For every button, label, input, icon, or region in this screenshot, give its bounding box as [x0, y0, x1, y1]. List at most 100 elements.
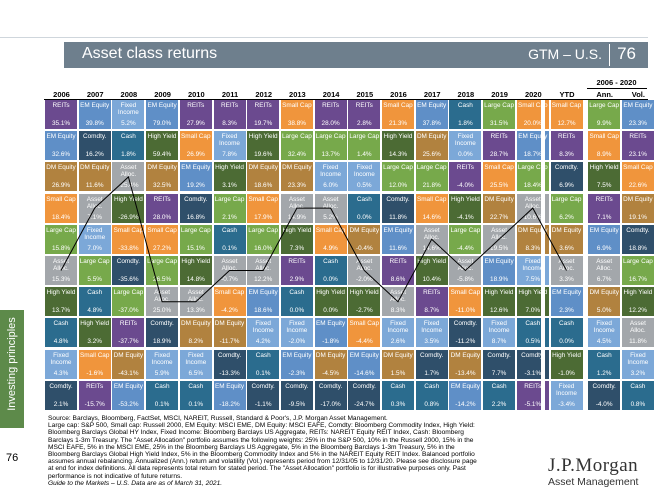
return-value: 7.1% [87, 213, 102, 221]
return-value: 8.6% [390, 276, 406, 283]
asset-class-label: High Yield [80, 320, 110, 328]
return-cell: DM Equity 5.0% [588, 287, 621, 317]
column-header: 2011 [221, 90, 239, 99]
asset-class-label: DM Equity [147, 164, 177, 172]
return-cell: EM Equity -2.3% [280, 349, 313, 379]
header-rule [44, 99, 648, 100]
return-cell: REITs -15.7% [78, 380, 111, 410]
return-value: 22.7% [490, 213, 509, 221]
return-value: 2.6% [390, 338, 406, 346]
return-cell: Fixed Income 0.0% [449, 131, 482, 161]
asset-class-label: Comdty. [150, 320, 174, 328]
asset-class-label: REITs [389, 258, 407, 265]
return-cell: Asset Alloc. 3.3% [550, 256, 583, 285]
asset-class-label: Fixed Income [320, 164, 342, 179]
asset-class-label: Small Cap [484, 164, 514, 172]
asset-class-label: Cash [424, 382, 440, 390]
return-cell: REITs 28.7% [483, 131, 516, 161]
return-cell: High Yield -2.7% [348, 287, 381, 317]
return-cell: DM Equity -0.4% [348, 224, 381, 254]
return-value: -4.4% [457, 244, 474, 252]
return-value: 14.9% [287, 213, 306, 221]
asset-class-label: Fixed Income [50, 351, 72, 366]
asset-class-label: Cash [323, 258, 339, 265]
return-value: 11.6% [85, 182, 104, 190]
return-value: -11.2% [455, 338, 476, 346]
column-header: 2019 [491, 90, 508, 99]
column-header: 2020 [524, 90, 542, 99]
return-cell: Asset Alloc. -25.4% [112, 162, 145, 192]
asset-class-label: High Yield [282, 226, 312, 234]
return-value: -14.2% [455, 400, 476, 408]
asset-class-label: DM Equity [484, 195, 514, 203]
return-value: 3.2% [630, 369, 646, 377]
return-value: 28.7% [490, 151, 509, 159]
asset-class-label: Small Cap [623, 164, 653, 172]
footnote-line: Bloomberg Barclays Global High Yield Ind… [48, 451, 475, 459]
asset-class-label: Fixed Income [593, 320, 615, 335]
asset-class-label: DM Equity [551, 226, 582, 234]
return-cell: Comdty. 2.1% [45, 380, 77, 410]
asset-class-label: Small Cap [46, 195, 76, 203]
asset-class-label: High Yield [46, 289, 76, 297]
return-cell: Asset Alloc. -2.0% [348, 256, 381, 285]
asset-class-label: Fixed Income [488, 320, 510, 335]
return-value: 0.1% [154, 400, 170, 408]
asset-class-label: REITs [86, 382, 104, 390]
return-value: 5.5% [87, 276, 102, 283]
asset-class-label: EM Equity [147, 102, 177, 109]
column-header: Ann. [596, 90, 614, 99]
return-cell: Cash 4.8% [45, 318, 77, 348]
annualized-divider [541, 100, 545, 413]
return-value: -14.6% [354, 369, 375, 377]
page-number: 76 [6, 452, 19, 464]
return-value: -24.7% [354, 400, 375, 408]
return-cell: Cash 0.8% [415, 380, 448, 410]
sidebar-tab: Investing principles [0, 310, 24, 428]
return-value: -17.0% [320, 400, 341, 408]
return-value: 1.7% [424, 369, 439, 377]
column-header: 2015 [356, 90, 374, 99]
logo-wordmark: J.P.Morgan [548, 455, 639, 476]
return-value: 2.2% [491, 400, 507, 408]
return-cell: Fixed Income 2.6% [382, 318, 414, 348]
return-value: 18.9% [490, 276, 509, 283]
return-value: 23.3% [287, 182, 306, 190]
column-header: Vol. [631, 90, 645, 99]
return-cell: Fixed Income 5.2% [112, 100, 145, 129]
column-header: 2013 [289, 90, 306, 99]
return-cell: DM Equity 18.6% [247, 162, 280, 192]
return-cell: EM Equity 32.6% [45, 131, 77, 161]
return-value: 18.9% [153, 338, 172, 346]
return-cell: Small Cap 21.3% [382, 100, 414, 129]
column-header: 2006 [53, 90, 70, 99]
asset-class-label: Small Cap [147, 226, 177, 234]
column-header: 2010 [187, 90, 205, 99]
return-cell: REITs -37.7% [112, 318, 145, 348]
asset-class-label: Large Cap [248, 226, 279, 234]
asset-class-label: Asset Alloc. [221, 258, 238, 272]
column-header: 2009 [154, 90, 171, 99]
asset-class-label: Cash [222, 226, 237, 234]
asset-class-label: Comdty. [49, 382, 73, 390]
return-value: 8.3% [222, 120, 237, 127]
return-cell: Small Cap -4.2% [213, 287, 246, 317]
return-value: -13.3% [219, 369, 240, 377]
jpmorgan-logo: J.P.Morgan Asset Management [548, 455, 638, 488]
page-title: Asset class returns [82, 45, 218, 62]
asset-class-label: REITs [220, 102, 239, 109]
return-value: -13.4% [455, 369, 476, 377]
asset-class-label: Small Cap [79, 351, 110, 359]
return-value: -1.1% [254, 400, 272, 408]
return-value: 3.3% [559, 276, 574, 283]
return-cell: DM Equity 19.1% [621, 193, 654, 223]
return-value: 27.2% [153, 244, 172, 252]
asset-class-label: Cash [457, 102, 473, 109]
asset-class-label: DM Equity [46, 164, 76, 172]
asset-class-label: Small Cap [113, 226, 144, 234]
asset-class-label: DM Equity [282, 164, 312, 172]
return-value: -37.0% [118, 307, 139, 315]
asset-class-label: DM Equity [214, 320, 245, 328]
asset-class-label: REITs [490, 133, 508, 141]
return-value: 32.4% [287, 151, 306, 159]
